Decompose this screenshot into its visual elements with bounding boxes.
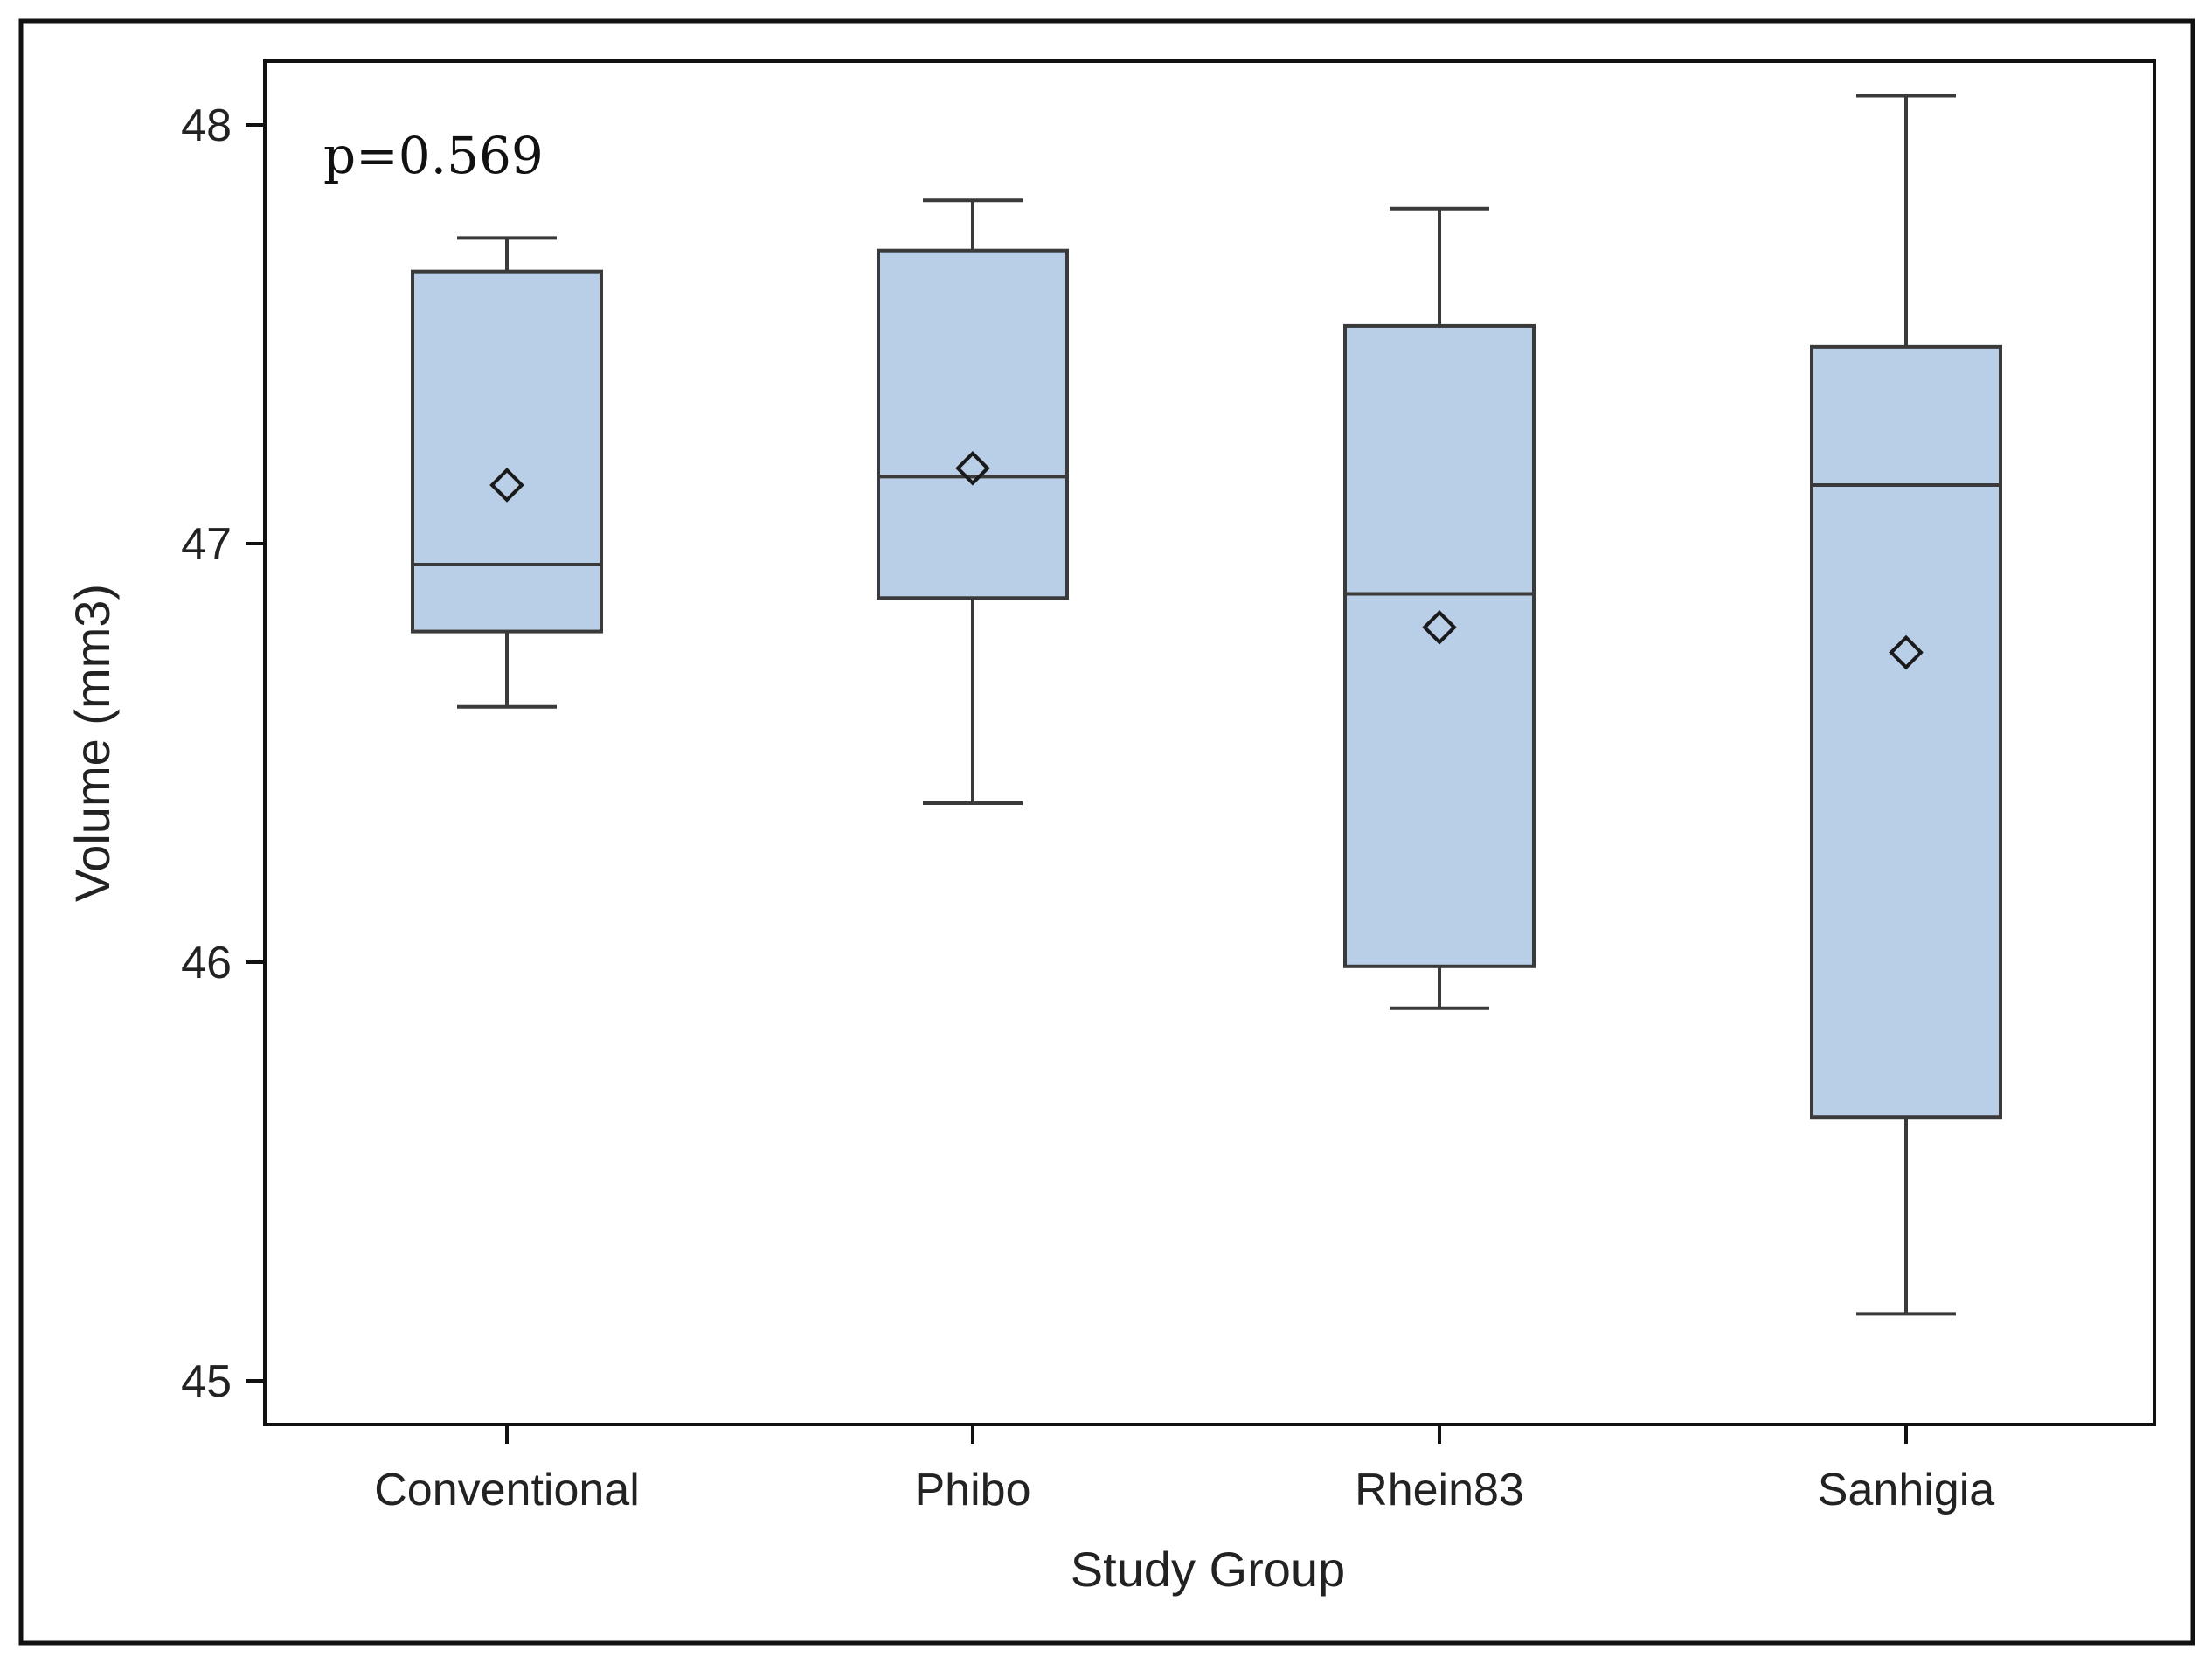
mean-marker-rhein83 [1422,609,1457,645]
x-tick-label-conventional: Conventional [374,1465,640,1515]
box-group-phibo [877,198,1069,805]
iqr-box-phibo [877,248,1069,600]
y-axis: 45 46 47 48 [181,101,265,1407]
boxes-layer [411,94,2002,1316]
x-axis: Conventional Phibo Rhein83 Sanhigia [374,1425,1994,1515]
mean-marker-conventional [489,468,524,503]
x-tick-label-phibo: Phibo [915,1465,1031,1515]
x-tick-label-sanhigia: Sanhigia [1818,1465,1994,1515]
box-group-conventional [411,236,603,709]
iqr-box-conventional [411,269,603,634]
x-axis-label: Study Group [1071,1542,1345,1597]
plot-area [263,59,2156,1426]
box-group-rhein83 [1343,206,1536,1010]
y-tick-label-47: 47 [181,519,232,570]
y-tick-label-45: 45 [181,1356,232,1407]
p-value-annotation: p=0.569 [323,126,544,185]
mean-marker-sanhigia [1889,634,1924,670]
mean-marker-phibo [955,450,990,486]
iqr-box-sanhigia [1810,344,2002,1120]
y-axis-label: Volume (mm3) [65,584,120,902]
box-group-sanhigia [1810,94,2002,1316]
y-tick-label-46: 46 [181,938,232,988]
x-tick-label-rhein83: Rhein83 [1355,1465,1524,1515]
y-tick-label-48: 48 [181,101,232,151]
iqr-box-rhein83 [1343,323,1536,968]
